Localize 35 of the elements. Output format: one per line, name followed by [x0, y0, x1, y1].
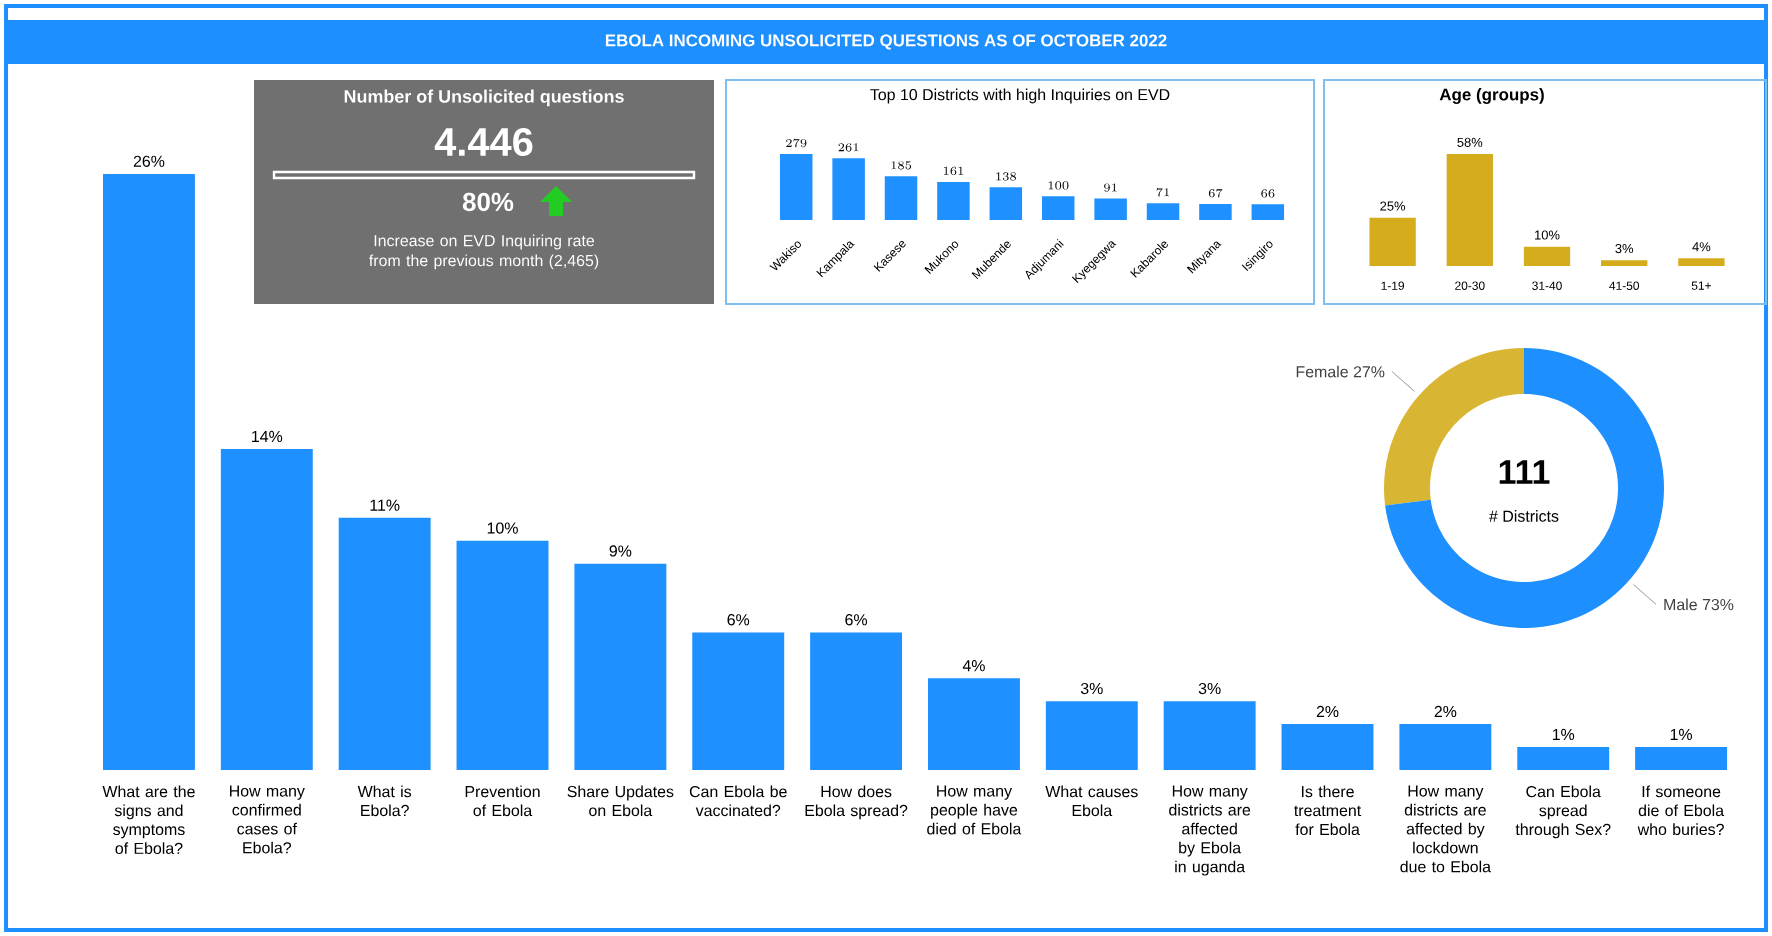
- bar: [1041, 196, 1075, 220]
- bar: [1523, 246, 1571, 266]
- bar: [989, 187, 1023, 220]
- bar: [1045, 701, 1138, 770]
- chart-title: EBOLA INCOMING UNSOLICITED QUESTIONS AS OF OCTOBER 2022: [605, 34, 1167, 50]
- bar: [574, 563, 667, 770]
- bar: [456, 540, 549, 770]
- bar: [1399, 724, 1492, 770]
- text: 4.446: [434, 127, 533, 157]
- bar: [338, 517, 431, 770]
- text: Number of Unsolicited questions: [344, 89, 624, 107]
- bar: [1199, 204, 1232, 220]
- bar: [220, 449, 313, 770]
- bar: [1369, 217, 1416, 266]
- bar: [1678, 258, 1725, 266]
- bar: [810, 632, 903, 770]
- bar: [832, 158, 865, 220]
- bar: [1251, 204, 1285, 220]
- bar: [937, 181, 970, 220]
- bar: [1146, 203, 1180, 220]
- annotation: 111: [1499, 460, 1550, 484]
- annotation: 80%: [462, 192, 514, 212]
- bar: [1635, 747, 1728, 770]
- bar: [927, 678, 1020, 770]
- bar: [779, 153, 813, 220]
- bar: [1517, 747, 1610, 770]
- bar: [1281, 724, 1374, 770]
- bar: [1601, 260, 1648, 266]
- bar: [1446, 153, 1493, 266]
- bar: [1094, 198, 1127, 220]
- bar: [884, 176, 918, 220]
- chart-title: Age (groups): [1439, 88, 1544, 104]
- bar: [102, 173, 195, 770]
- bar: [692, 632, 785, 770]
- bar: [1163, 701, 1256, 770]
